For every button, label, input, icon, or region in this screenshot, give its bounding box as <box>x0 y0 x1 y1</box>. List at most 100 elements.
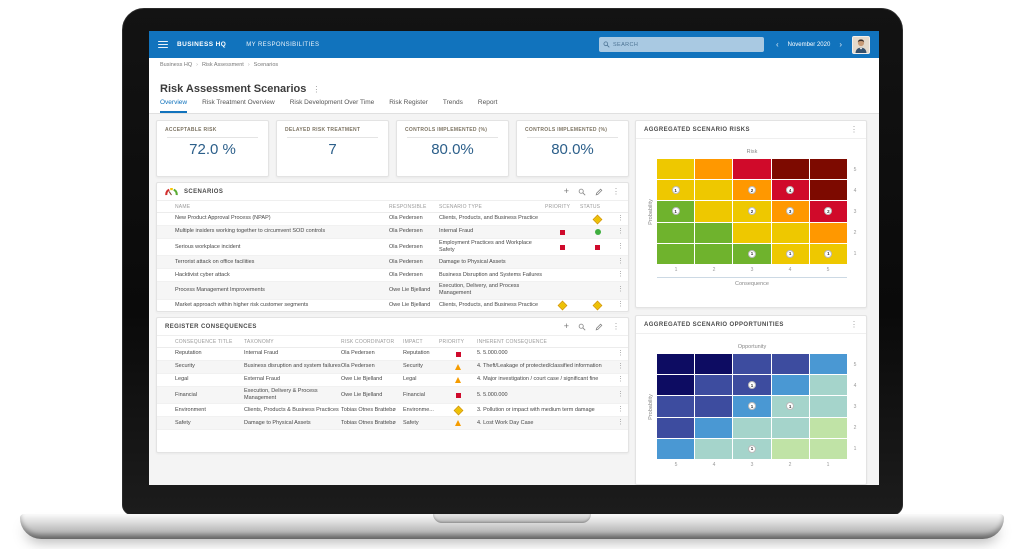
y-tick-label: 1 <box>853 250 857 257</box>
breadcrumb-item[interactable]: Business HQ <box>160 62 193 68</box>
tab-risk-development-over-time[interactable]: Risk Development Over Time <box>289 99 375 106</box>
row-menu-icon[interactable]: ⋮ <box>617 375 624 383</box>
heatmap-count-badge[interactable]: 1 <box>671 186 680 195</box>
heatmap-count-badge[interactable]: 2 <box>747 207 756 216</box>
add-icon[interactable]: + <box>563 186 569 196</box>
cell-consequence-title: Environment <box>175 406 206 413</box>
next-period-icon[interactable]: › <box>839 39 842 49</box>
heatmap-cell <box>733 417 771 438</box>
tab-risk-treatment-overview[interactable]: Risk Treatment Overview <box>202 99 275 106</box>
edit-pencil-icon[interactable] <box>595 188 603 196</box>
scenario-row[interactable]: Market approach within higher risk custo… <box>157 300 628 313</box>
heatmap-count-badge[interactable]: 2 <box>824 207 833 216</box>
gauge-icon <box>165 188 178 196</box>
consequence-row[interactable]: Security Business disruption and system f… <box>157 361 628 374</box>
panel-menu-icon[interactable]: ⋮ <box>612 321 620 331</box>
kpi-divider <box>287 137 378 138</box>
heatmap-count-badge[interactable]: 2 <box>747 186 756 195</box>
cell-scenario-type: Internal Fraud <box>439 228 474 235</box>
kpi-card: DELAYED RISK TREATMENT 7 <box>276 120 389 177</box>
add-icon[interactable]: + <box>563 321 569 331</box>
heatmap-count-badge[interactable]: 1 <box>786 402 795 411</box>
hamburger-menu-icon[interactable] <box>158 40 168 49</box>
breadcrumb-item[interactable]: Risk Assessment <box>201 62 244 68</box>
breadcrumb-item[interactable]: Scenarios <box>253 62 279 68</box>
kpi-value: 80.0% <box>431 141 474 158</box>
row-menu-icon[interactable]: ⋮ <box>617 419 624 427</box>
row-menu-icon[interactable]: ⋮ <box>617 406 624 414</box>
tab-trends[interactable]: Trends <box>442 99 463 106</box>
yellow-diamond-icon <box>453 405 463 416</box>
tab-overview[interactable]: Overview <box>160 99 188 113</box>
row-menu-icon[interactable]: ⋮ <box>617 214 624 222</box>
consequence-row[interactable]: Environment Clients, Products & Business … <box>157 404 628 418</box>
heatmap-cell <box>657 375 695 396</box>
consequence-row[interactable]: Safety Damage to Physical Assets Tobias Ot… <box>157 417 628 431</box>
heatmap-count-badge[interactable]: 1 <box>747 249 756 258</box>
red-square-icon <box>455 351 461 357</box>
risk-heatmap-grid: 1 2 4 1 2 3 2 1 1 1 <box>657 159 847 264</box>
nav-my-responsibilities[interactable]: MY RESPONSIBILITIES <box>246 41 320 48</box>
heatmap-count-badge[interactable]: 1 <box>747 402 756 411</box>
previous-period-icon[interactable]: ‹ <box>775 39 779 49</box>
column-header: CONSEQUENCE TITLE <box>175 338 233 345</box>
cell-responsible: Owe Lie Bjelland <box>389 286 431 293</box>
heatmap-cell: 2 <box>733 201 771 222</box>
row-menu-icon[interactable]: ⋮ <box>617 391 624 399</box>
panel-menu-icon[interactable]: ⋮ <box>850 319 858 329</box>
row-menu-icon[interactable]: ⋮ <box>617 258 624 266</box>
search-box[interactable] <box>598 37 764 52</box>
scenario-row[interactable]: New Product Approval Process (NPAP) Ola P… <box>157 213 628 226</box>
heatmap-count-badge[interactable]: 3 <box>786 207 795 216</box>
scenario-row[interactable]: Multiple insiders working together to ci… <box>157 226 628 239</box>
risk-y-ticks: 5 4 3 2 1 <box>847 159 863 264</box>
scenario-row[interactable]: Terrorist attack on office facilities Ola… <box>157 256 628 270</box>
heatmap-count-badge[interactable]: 1 <box>747 444 756 453</box>
row-menu-icon[interactable]: ⋮ <box>617 243 624 251</box>
scenario-row[interactable]: Serious workplace incident Ola Pedersen Em… <box>157 239 628 257</box>
heatmap-cell <box>771 375 809 396</box>
heatmap-count-badge[interactable]: 1 <box>824 249 833 258</box>
row-menu-icon[interactable]: ⋮ <box>617 349 624 357</box>
user-avatar[interactable] <box>852 35 870 54</box>
heatmap-cell <box>695 180 733 201</box>
laptop-base-notch <box>433 514 591 523</box>
search-icon[interactable] <box>578 323 586 331</box>
cell-priority <box>545 229 580 235</box>
consequence-row[interactable]: Financial Execution, Delivery & Process M… <box>157 387 628 405</box>
tab-report[interactable]: Report <box>477 99 498 106</box>
heatmap-count-badge[interactable]: 4 <box>786 186 795 195</box>
scenario-row[interactable]: Hacktivist cyber attack Ola Pedersen Busin… <box>157 269 628 283</box>
row-menu-icon[interactable]: ⋮ <box>617 286 624 294</box>
period-label[interactable]: November 2020 <box>787 41 831 48</box>
scenarios-panel-header: SCENARIOS + ⋮ <box>157 183 628 201</box>
cell-impact: Environme... <box>403 406 434 413</box>
row-menu-icon[interactable]: ⋮ <box>617 301 624 309</box>
search-input[interactable] <box>598 37 764 52</box>
panel-menu-icon[interactable]: ⋮ <box>612 186 620 196</box>
heatmap-count-badge[interactable]: 1 <box>786 249 795 258</box>
y-tick-label: 3 <box>853 208 857 215</box>
cell-scenario-type: Damage to Physical Assets <box>439 258 506 265</box>
cell-taxonomy: Clients, Products & Business Practices <box>244 406 339 413</box>
heatmap-count-badge[interactable]: 1 <box>747 381 756 390</box>
y-tick-label: 1 <box>853 445 857 452</box>
row-menu-icon[interactable]: ⋮ <box>617 227 624 235</box>
tab-risk-register[interactable]: Risk Register <box>389 99 428 106</box>
consequences-table-body: Reputation Internal Fraud Ola Pedersen Repu… <box>157 348 628 431</box>
page-menu-icon[interactable]: ⋮ <box>312 85 321 94</box>
brand-business-hq[interactable]: BUSINESS HQ <box>177 41 227 48</box>
edit-pencil-icon[interactable] <box>595 323 603 331</box>
row-menu-icon[interactable]: ⋮ <box>617 362 624 370</box>
search-icon <box>603 41 610 48</box>
panel-menu-icon[interactable]: ⋮ <box>850 124 858 134</box>
heatmap-count-badge[interactable]: 1 <box>671 207 680 216</box>
scenarios-panel: SCENARIOS + ⋮ <box>156 182 629 313</box>
risk-x-ticks: 1 2 3 4 5 <box>657 264 847 275</box>
consequence-row[interactable]: Reputation Internal Fraud Ola Pedersen Repu… <box>157 348 628 361</box>
cell-responsible: Ola Pedersen <box>389 243 423 250</box>
scenario-row[interactable]: Process Management Improvements Owe Lie B… <box>157 282 628 300</box>
consequence-row[interactable]: Legal External Fraud Owe Lie Bjelland Legal… <box>157 374 628 387</box>
search-icon[interactable] <box>578 188 586 196</box>
row-menu-icon[interactable]: ⋮ <box>617 271 624 279</box>
